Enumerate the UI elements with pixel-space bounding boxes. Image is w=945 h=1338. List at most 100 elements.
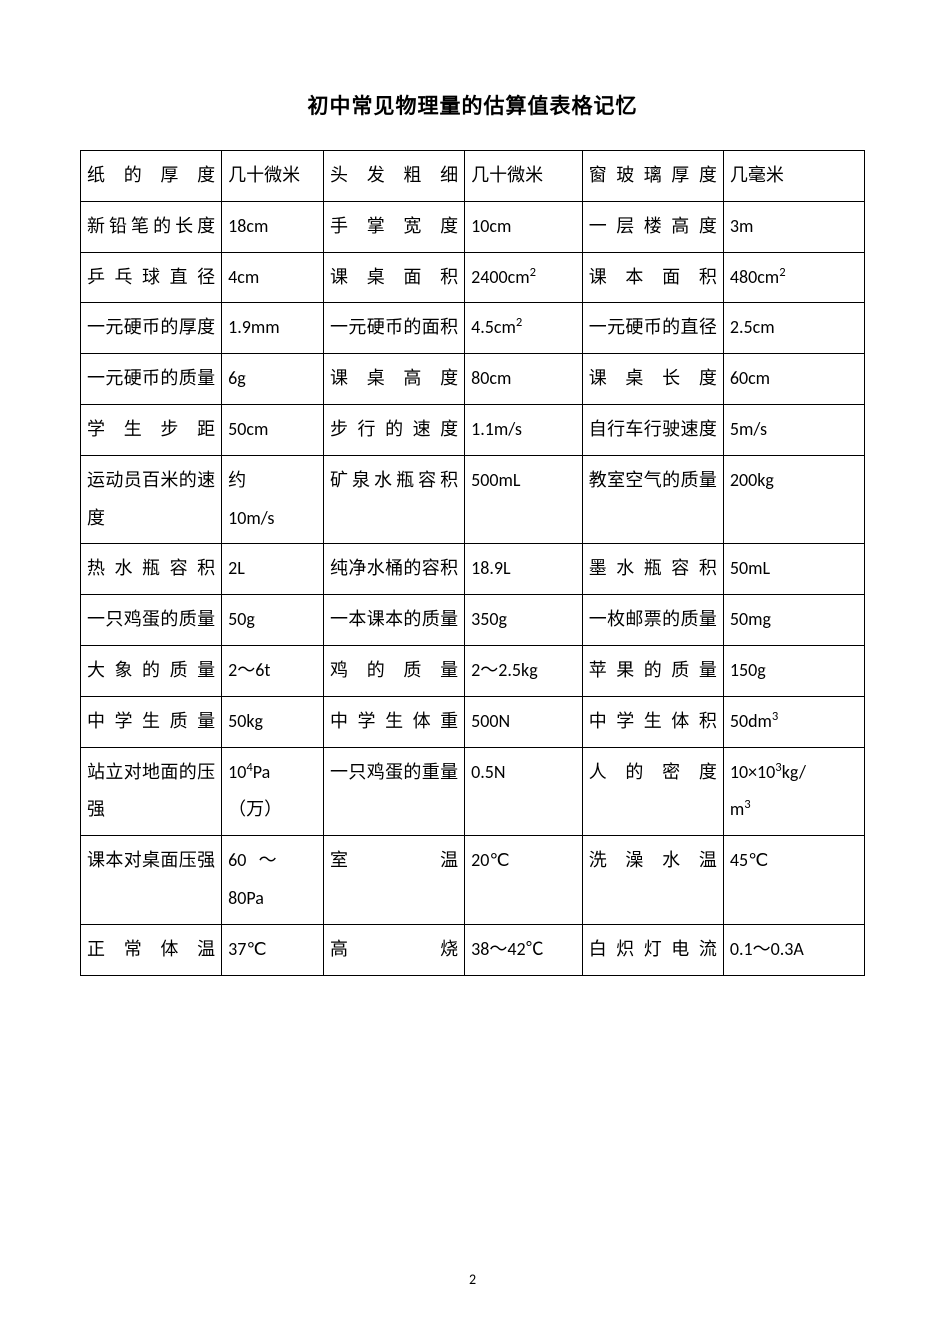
cell-label: 高烧: [324, 924, 465, 975]
table-row: 中学生质量50kg中学生体重500N中学生体积50dm3: [81, 696, 865, 747]
table-row: 站立对地面的压强104Pa（万）一只鸡蛋的重量0.5N人的密度10×103kg/…: [81, 747, 865, 836]
table-row: 纸的厚度几十微米头发粗细几十微米窗玻璃厚度几毫米: [81, 151, 865, 202]
cell-label: 中学生体积: [582, 696, 723, 747]
cell-value: 350g: [465, 595, 583, 646]
table-row: 一元硬币的厚度1.9mm一元硬币的面积4.5cm2一元硬币的直径2.5cm: [81, 303, 865, 354]
cell-value: 50mg: [723, 595, 864, 646]
cell-label: 运动员百米的速度: [81, 455, 222, 544]
cell-value: 50cm: [222, 404, 324, 455]
cell-label: 一元硬币的质量: [81, 354, 222, 405]
cell-label: 中学生体重: [324, 696, 465, 747]
cell-label: 一本课本的质量: [324, 595, 465, 646]
table-row: 运动员百米的速度约10m/s矿泉水瓶容积500mL教室空气的质量200kg: [81, 455, 865, 544]
cell-label: 苹果的质量: [582, 645, 723, 696]
cell-value: 0.1～0.3A: [723, 924, 864, 975]
cell-label: 纯净水桶的容积: [324, 544, 465, 595]
table-row: 乒乓球直径4cm课桌面积2400cm2课本面积480cm2: [81, 252, 865, 303]
cell-label: 自行车行驶速度: [582, 404, 723, 455]
cell-label: 墨水瓶容积: [582, 544, 723, 595]
cell-label: 学生步距: [81, 404, 222, 455]
table-row: 课本对桌面压强60 ～80Pa室温20℃洗澡水温45℃: [81, 836, 865, 925]
cell-label: 手掌宽度: [324, 201, 465, 252]
cell-label: 课桌高度: [324, 354, 465, 405]
cell-value: 5m/s: [723, 404, 864, 455]
cell-label: 新铅笔的长度: [81, 201, 222, 252]
cell-label: 课本面积: [582, 252, 723, 303]
cell-value: 4.5cm2: [465, 303, 583, 354]
cell-label: 课桌面积: [324, 252, 465, 303]
cell-label: 一层楼高度: [582, 201, 723, 252]
cell-value: 200kg: [723, 455, 864, 544]
cell-label: 矿泉水瓶容积: [324, 455, 465, 544]
cell-label: 一枚邮票的质量: [582, 595, 723, 646]
cell-label: 步行的速度: [324, 404, 465, 455]
cell-label: 人的密度: [582, 747, 723, 836]
table-row: 大象的质量2～6t鸡的质量2～2.5kg苹果的质量150g: [81, 645, 865, 696]
table-row: 新铅笔的长度18cm手掌宽度10cm一层楼高度3m: [81, 201, 865, 252]
cell-label: 一元硬币的面积: [324, 303, 465, 354]
cell-value: 2L: [222, 544, 324, 595]
page-title: 初中常见物理量的估算值表格记忆: [80, 90, 865, 120]
cell-value: 50kg: [222, 696, 324, 747]
cell-label: 大象的质量: [81, 645, 222, 696]
cell-value: 500N: [465, 696, 583, 747]
table-row: 正常体温37℃高烧38～42℃白炽灯电流0.1～0.3A: [81, 924, 865, 975]
cell-label: 纸的厚度: [81, 151, 222, 202]
cell-value: 4cm: [222, 252, 324, 303]
cell-value: 1.1m/s: [465, 404, 583, 455]
table-row: 一元硬币的质量6g课桌高度80cm课桌长度60cm: [81, 354, 865, 405]
cell-label: 课桌长度: [582, 354, 723, 405]
cell-value: 10×103kg/m3: [723, 747, 864, 836]
cell-value: 60cm: [723, 354, 864, 405]
cell-label: 教室空气的质量: [582, 455, 723, 544]
table-row: 热水瓶容积2L纯净水桶的容积18.9L墨水瓶容积50mL: [81, 544, 865, 595]
cell-value: 几毫米: [723, 151, 864, 202]
cell-value: 20℃: [465, 836, 583, 925]
cell-label: 正常体温: [81, 924, 222, 975]
cell-label: 鸡的质量: [324, 645, 465, 696]
cell-value: 几十微米: [465, 151, 583, 202]
cell-label: 一只鸡蛋的质量: [81, 595, 222, 646]
cell-value: 2.5cm: [723, 303, 864, 354]
cell-value: 18.9L: [465, 544, 583, 595]
cell-value: 0.5N: [465, 747, 583, 836]
cell-value: 10cm: [465, 201, 583, 252]
cell-value: 50g: [222, 595, 324, 646]
cell-value: 80cm: [465, 354, 583, 405]
cell-label: 中学生质量: [81, 696, 222, 747]
page-number: 2: [0, 1271, 945, 1288]
cell-value: 2400cm2: [465, 252, 583, 303]
cell-value: 37℃: [222, 924, 324, 975]
cell-label: 课本对桌面压强: [81, 836, 222, 925]
table-row: 学生步距50cm步行的速度1.1m/s自行车行驶速度5m/s: [81, 404, 865, 455]
cell-value: 104Pa（万）: [222, 747, 324, 836]
cell-value: 60 ～80Pa: [222, 836, 324, 925]
cell-label: 白炽灯电流: [582, 924, 723, 975]
cell-value: 2～2.5kg: [465, 645, 583, 696]
cell-value: 50mL: [723, 544, 864, 595]
cell-value: 几十微米: [222, 151, 324, 202]
cell-label: 窗玻璃厚度: [582, 151, 723, 202]
cell-label: 室温: [324, 836, 465, 925]
physics-table: 纸的厚度几十微米头发粗细几十微米窗玻璃厚度几毫米新铅笔的长度18cm手掌宽度10…: [80, 150, 865, 976]
cell-value: 45℃: [723, 836, 864, 925]
cell-label: 乒乓球直径: [81, 252, 222, 303]
cell-value: 3m: [723, 201, 864, 252]
cell-label: 一元硬币的直径: [582, 303, 723, 354]
cell-label: 一只鸡蛋的重量: [324, 747, 465, 836]
cell-value: 480cm2: [723, 252, 864, 303]
cell-label: 头发粗细: [324, 151, 465, 202]
cell-label: 热水瓶容积: [81, 544, 222, 595]
cell-value: 6g: [222, 354, 324, 405]
cell-value: 150g: [723, 645, 864, 696]
cell-value: 1.9mm: [222, 303, 324, 354]
cell-label: 洗澡水温: [582, 836, 723, 925]
cell-value: 50dm3: [723, 696, 864, 747]
table-row: 一只鸡蛋的质量50g一本课本的质量350g一枚邮票的质量50mg: [81, 595, 865, 646]
cell-value: 2～6t: [222, 645, 324, 696]
cell-value: 约10m/s: [222, 455, 324, 544]
cell-label: 一元硬币的厚度: [81, 303, 222, 354]
cell-label: 站立对地面的压强: [81, 747, 222, 836]
cell-value: 500mL: [465, 455, 583, 544]
cell-value: 38～42℃: [465, 924, 583, 975]
